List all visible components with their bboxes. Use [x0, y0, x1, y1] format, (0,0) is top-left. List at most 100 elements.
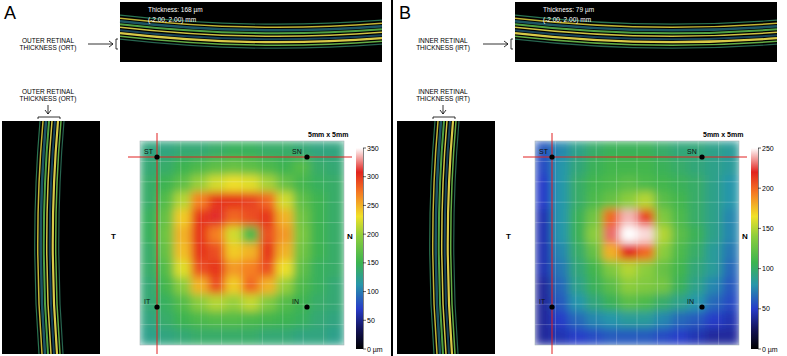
arrow	[88, 44, 113, 45]
heat-cell	[191, 158, 209, 176]
heat-cell	[191, 192, 209, 210]
heat-cell	[705, 328, 723, 345]
heat-cell	[569, 294, 587, 312]
heat-cell	[688, 158, 706, 176]
heat-cell	[569, 141, 587, 159]
heat-cell	[157, 175, 175, 193]
heat-cell	[310, 294, 328, 312]
heat-cell	[654, 175, 672, 193]
heat-cell	[157, 311, 175, 329]
heat-cell	[276, 226, 294, 244]
corner-dot	[304, 304, 309, 309]
heat-cell	[208, 141, 226, 159]
arrow	[483, 44, 508, 45]
corner-dot	[549, 304, 554, 309]
heat-cell	[293, 328, 311, 345]
heat-cell	[225, 294, 243, 312]
heat-cell	[293, 277, 311, 295]
label: 0 µm	[762, 346, 778, 354]
map-grid	[140, 304, 344, 305]
label: Thickness: 79 µm	[543, 6, 594, 14]
label: A	[4, 3, 16, 23]
heat-cell	[327, 311, 344, 329]
heat-cell	[705, 226, 723, 244]
heat-cell	[586, 243, 604, 261]
heat-cell	[637, 209, 655, 227]
heat-cell	[225, 158, 243, 176]
heat-cell	[569, 311, 587, 329]
label: (-2.00, 2.00) mm	[148, 16, 196, 24]
heat-cell	[637, 141, 655, 159]
heat-cell	[722, 209, 739, 227]
heat-cell	[310, 158, 328, 176]
heat-cell	[671, 175, 689, 193]
heat-cell	[276, 311, 294, 329]
bracket	[38, 117, 60, 119]
label: 5mm x 5mm	[308, 131, 348, 138]
heat-cell	[259, 209, 277, 227]
label: SN	[292, 148, 302, 155]
heat-cell	[586, 328, 604, 345]
heat-cell	[140, 311, 158, 329]
heat-cell	[327, 158, 344, 176]
heat-cell	[259, 226, 277, 244]
heat-cell	[225, 277, 243, 295]
heat-cell	[654, 141, 672, 159]
heat-cell	[620, 243, 638, 261]
heat-cell	[637, 175, 655, 193]
heat-cell	[276, 192, 294, 210]
divider	[391, 0, 393, 356]
heat-cell	[310, 141, 328, 159]
heat-cell	[586, 158, 604, 176]
heat-cell	[535, 311, 553, 329]
panel: BThickness: 79 µm(-2.00, 2.00) mmTSTSNIT…	[397, 2, 778, 354]
arrow-head	[109, 41, 113, 47]
colorbar-tick	[758, 349, 761, 350]
heat-cell	[688, 226, 706, 244]
heat-cell	[569, 209, 587, 227]
map-grid	[323, 141, 324, 345]
heat-cell	[722, 158, 739, 176]
heat-cell	[654, 243, 672, 261]
label: 250	[762, 145, 774, 152]
corner-dot	[154, 154, 159, 159]
cells	[535, 141, 739, 345]
heat-cell	[620, 294, 638, 312]
heat-cell	[620, 141, 638, 159]
heat-cell	[654, 277, 672, 295]
heat-cell	[174, 209, 192, 227]
heat-cell	[140, 260, 158, 278]
scan-layer	[454, 121, 459, 354]
heat-cell	[688, 277, 706, 295]
crosshair	[157, 133, 158, 354]
arrow	[443, 105, 444, 114]
heat-cell	[705, 192, 723, 210]
heat-cell	[552, 294, 570, 312]
heat-cell	[637, 294, 655, 312]
heat-cell	[310, 311, 328, 329]
heat-cell	[569, 226, 587, 244]
label: 50	[367, 317, 375, 324]
heat-cell	[327, 141, 344, 159]
heat-cell	[191, 243, 209, 261]
colorbar-axis	[758, 148, 759, 349]
label: N	[742, 232, 748, 241]
heat-cell	[259, 277, 277, 295]
label: Thickness: 168 µm	[148, 6, 203, 14]
heat-cell	[620, 175, 638, 193]
heat-cell	[637, 328, 655, 345]
heat-cell	[671, 328, 689, 345]
corner-dot	[699, 304, 704, 309]
map-grid	[718, 141, 719, 345]
label: T	[111, 232, 116, 241]
heat-cell	[705, 243, 723, 261]
label: 100	[367, 288, 379, 295]
heat-cell	[654, 192, 672, 210]
colorbar-tick	[363, 205, 366, 206]
heat-cell	[242, 311, 260, 329]
heat-cell	[535, 243, 553, 261]
heat-cell	[671, 226, 689, 244]
heat-cell	[191, 141, 209, 159]
heat-cell	[242, 158, 260, 176]
map-grid	[140, 283, 344, 284]
